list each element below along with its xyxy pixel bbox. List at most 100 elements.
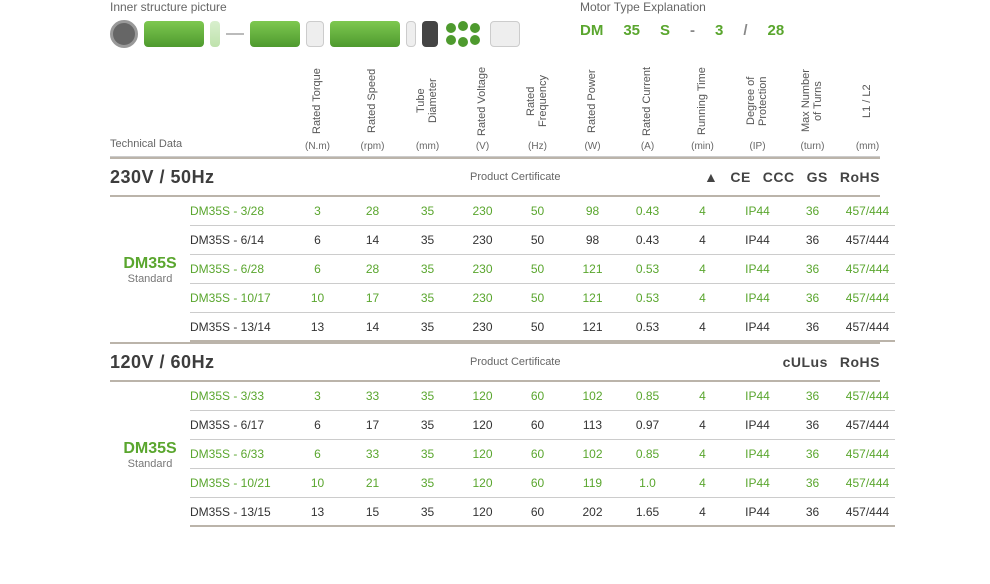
shaft-icon bbox=[226, 33, 244, 35]
data-cell: 33 bbox=[345, 447, 400, 461]
data-cell: 121 bbox=[565, 320, 620, 334]
cert-icon: RoHS bbox=[840, 354, 880, 370]
data-cell: 35 bbox=[400, 505, 455, 519]
cert-icon: ▲ bbox=[704, 169, 718, 185]
data-cell: 35 bbox=[400, 262, 455, 276]
data-cell: 4 bbox=[675, 389, 730, 403]
data-cell: 13 bbox=[290, 505, 345, 519]
section-bar: 120V / 60Hz Product Certificate cULusRoH… bbox=[110, 342, 880, 380]
housing-icon bbox=[330, 21, 400, 47]
data-cell: 121 bbox=[565, 291, 620, 305]
cert-icon: RoHS bbox=[840, 169, 880, 185]
mt-diameter: 35 bbox=[623, 22, 640, 39]
data-cell: 17 bbox=[345, 291, 400, 305]
data-cell: 10 bbox=[290, 476, 345, 490]
data-cell: 102 bbox=[565, 389, 620, 403]
model-cell: DM35S - 3/28 bbox=[190, 204, 290, 218]
column-header: Degree of Protection(IP) bbox=[730, 66, 785, 152]
series-sub: Standard bbox=[128, 458, 173, 470]
table-row: DM35S - 3/283283523050980.434IP4436457/4… bbox=[190, 197, 895, 226]
data-cell: 4 bbox=[675, 320, 730, 334]
data-cell: 230 bbox=[455, 204, 510, 218]
data-cell: 457/444 bbox=[840, 505, 895, 519]
data-cell: IP44 bbox=[730, 476, 785, 490]
mt-series: DM bbox=[580, 22, 603, 39]
data-cell: 14 bbox=[345, 233, 400, 247]
table-row: DM35S - 10/21102135120601191.04IP4436457… bbox=[190, 469, 895, 498]
table-header: Technical Data Rated Torque(N.m)Rated Sp… bbox=[110, 66, 880, 157]
section-bar: 230V / 50Hz Product Certificate ▲CECCCGS… bbox=[110, 157, 880, 195]
column-header: Running Time(min) bbox=[675, 66, 730, 152]
data-cell: IP44 bbox=[730, 291, 785, 305]
data-cell: 36 bbox=[785, 291, 840, 305]
series-column: DM35S Standard bbox=[110, 197, 190, 342]
data-cell: 4 bbox=[675, 262, 730, 276]
model-cell: DM35S - 13/14 bbox=[190, 320, 290, 334]
data-cell: IP44 bbox=[730, 204, 785, 218]
data-cell: 0.53 bbox=[620, 262, 675, 276]
model-cell: DM35S - 6/17 bbox=[190, 418, 290, 432]
data-cell: 120 bbox=[455, 389, 510, 403]
data-cell: 4 bbox=[675, 291, 730, 305]
data-cell: 0.53 bbox=[620, 320, 675, 334]
data-cell: 17 bbox=[345, 418, 400, 432]
table-row: DM35S - 3/3333335120601020.854IP4436457/… bbox=[190, 382, 895, 411]
inner-structure-label: Inner structure picture bbox=[110, 0, 580, 14]
data-cell: 60 bbox=[510, 447, 565, 461]
data-cell: 0.85 bbox=[620, 447, 675, 461]
data-cell: 4 bbox=[675, 476, 730, 490]
technical-data-label: Technical Data bbox=[110, 138, 290, 152]
data-cell: 14 bbox=[345, 320, 400, 334]
series-name: DM35S bbox=[123, 440, 176, 458]
data-cell: 457/444 bbox=[840, 320, 895, 334]
data-cell: 457/444 bbox=[840, 418, 895, 432]
data-cell: 120 bbox=[455, 505, 510, 519]
mt-sep1: - bbox=[690, 22, 695, 39]
data-cell: 4 bbox=[675, 418, 730, 432]
data-cell: 6 bbox=[290, 418, 345, 432]
mt-speed: 28 bbox=[768, 22, 785, 39]
data-cell: IP44 bbox=[730, 447, 785, 461]
column-header: Rated Torque(N.m) bbox=[290, 66, 345, 152]
table-row: DM35S - 10/17101735230501210.534IP443645… bbox=[190, 284, 895, 313]
rows: DM35S - 3/283283523050980.434IP4436457/4… bbox=[190, 197, 895, 342]
cert-icon: cULus bbox=[783, 354, 828, 370]
data-cell: 230 bbox=[455, 262, 510, 276]
motor-exploded-diagram bbox=[110, 20, 580, 48]
data-cell: 60 bbox=[510, 389, 565, 403]
section-title: 120V / 60Hz bbox=[110, 352, 470, 373]
column-header: Rated Current(A) bbox=[620, 66, 675, 152]
data-cell: 457/444 bbox=[840, 291, 895, 305]
table-row: DM35S - 6/146143523050980.434IP4436457/4… bbox=[190, 226, 895, 255]
series-column: DM35S Standard bbox=[110, 382, 190, 527]
data-cell: 36 bbox=[785, 204, 840, 218]
ring-icon bbox=[406, 21, 416, 47]
series-name: DM35S bbox=[123, 255, 176, 273]
series-sub: Standard bbox=[128, 273, 173, 285]
tube-icon bbox=[490, 21, 520, 47]
data-cell: 28 bbox=[345, 204, 400, 218]
data-cell: IP44 bbox=[730, 505, 785, 519]
data-cell: 35 bbox=[400, 320, 455, 334]
motor-type-label: Motor Type Explanation bbox=[580, 0, 880, 14]
data-cell: 202 bbox=[565, 505, 620, 519]
data-cell: 457/444 bbox=[840, 447, 895, 461]
data-cell: 35 bbox=[400, 476, 455, 490]
data-cell: 1.0 bbox=[620, 476, 675, 490]
data-cell: 457/444 bbox=[840, 389, 895, 403]
data-cell: 98 bbox=[565, 233, 620, 247]
gear-bundle-icon bbox=[444, 21, 484, 47]
data-cell: 6 bbox=[290, 233, 345, 247]
data-cell: 36 bbox=[785, 320, 840, 334]
spec-grid: DM35S Standard DM35S - 3/283283523050980… bbox=[110, 195, 880, 342]
data-cell: IP44 bbox=[730, 233, 785, 247]
model-cell: DM35S - 10/21 bbox=[190, 476, 290, 490]
mt-variant: S bbox=[660, 22, 670, 39]
column-header: Rated Voltage(V) bbox=[455, 66, 510, 152]
data-cell: 457/444 bbox=[840, 233, 895, 247]
section-title: 230V / 50Hz bbox=[110, 167, 470, 188]
data-cell: 457/444 bbox=[840, 476, 895, 490]
data-cell: 457/444 bbox=[840, 204, 895, 218]
data-cell: 120 bbox=[455, 418, 510, 432]
cert-icon: CCC bbox=[763, 169, 795, 185]
